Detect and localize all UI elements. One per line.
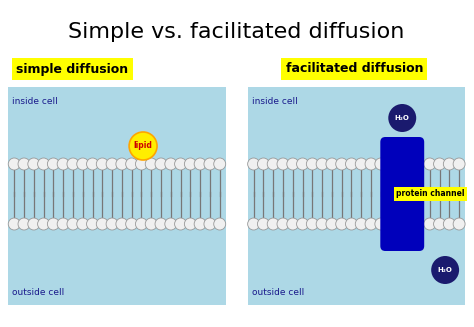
Circle shape: [37, 158, 50, 170]
Circle shape: [346, 158, 357, 170]
Circle shape: [67, 158, 79, 170]
Circle shape: [336, 158, 347, 170]
Circle shape: [165, 158, 177, 170]
Text: inside cell: inside cell: [252, 97, 297, 106]
Circle shape: [287, 218, 299, 230]
Circle shape: [277, 218, 289, 230]
Circle shape: [174, 158, 187, 170]
Text: H₂O: H₂O: [438, 267, 453, 273]
Circle shape: [306, 158, 319, 170]
Bar: [247, 87, 465, 305]
Circle shape: [214, 158, 226, 170]
Circle shape: [431, 256, 459, 284]
Text: simple diffusion: simple diffusion: [16, 62, 128, 76]
Circle shape: [194, 158, 206, 170]
Circle shape: [267, 218, 279, 230]
Circle shape: [204, 158, 216, 170]
Circle shape: [87, 158, 99, 170]
Circle shape: [116, 218, 128, 230]
Circle shape: [77, 218, 89, 230]
Circle shape: [126, 218, 137, 230]
Circle shape: [18, 158, 30, 170]
Circle shape: [388, 104, 416, 132]
Circle shape: [18, 218, 30, 230]
Circle shape: [129, 132, 157, 160]
Text: H₂O: H₂O: [395, 115, 410, 121]
Circle shape: [424, 218, 436, 230]
Circle shape: [346, 218, 357, 230]
Circle shape: [375, 218, 387, 230]
Circle shape: [28, 158, 40, 170]
Circle shape: [37, 218, 50, 230]
Text: facilitated diffusion: facilitated diffusion: [286, 62, 423, 76]
Circle shape: [106, 158, 118, 170]
Circle shape: [165, 218, 177, 230]
Circle shape: [453, 158, 465, 170]
Circle shape: [87, 218, 99, 230]
Circle shape: [306, 218, 319, 230]
Circle shape: [214, 218, 226, 230]
Circle shape: [184, 158, 196, 170]
Circle shape: [204, 218, 216, 230]
Circle shape: [126, 158, 137, 170]
Circle shape: [267, 158, 279, 170]
Circle shape: [28, 218, 40, 230]
Circle shape: [326, 158, 338, 170]
Circle shape: [443, 158, 456, 170]
Circle shape: [424, 158, 436, 170]
Circle shape: [336, 218, 347, 230]
Circle shape: [184, 218, 196, 230]
Circle shape: [8, 158, 20, 170]
Circle shape: [297, 218, 309, 230]
Text: protein channel: protein channel: [396, 190, 465, 198]
Circle shape: [174, 218, 187, 230]
Circle shape: [106, 218, 118, 230]
Circle shape: [316, 218, 328, 230]
Circle shape: [326, 218, 338, 230]
Circle shape: [57, 218, 69, 230]
Circle shape: [145, 158, 157, 170]
Circle shape: [116, 158, 128, 170]
Circle shape: [316, 158, 328, 170]
Text: inside cell: inside cell: [12, 97, 58, 106]
Circle shape: [145, 218, 157, 230]
Circle shape: [8, 218, 20, 230]
Circle shape: [453, 218, 465, 230]
Circle shape: [365, 158, 377, 170]
Circle shape: [96, 158, 108, 170]
Circle shape: [257, 158, 269, 170]
Circle shape: [47, 158, 59, 170]
Circle shape: [434, 218, 446, 230]
Circle shape: [67, 218, 79, 230]
Text: outside cell: outside cell: [252, 288, 304, 297]
Circle shape: [247, 218, 260, 230]
Circle shape: [375, 158, 387, 170]
Circle shape: [434, 158, 446, 170]
Circle shape: [247, 158, 260, 170]
Circle shape: [443, 218, 456, 230]
Circle shape: [356, 158, 367, 170]
Circle shape: [365, 218, 377, 230]
Circle shape: [77, 158, 89, 170]
Text: lipid: lipid: [134, 142, 153, 150]
Circle shape: [297, 158, 309, 170]
Circle shape: [136, 158, 147, 170]
Circle shape: [356, 218, 367, 230]
Bar: [8, 87, 226, 305]
Circle shape: [287, 158, 299, 170]
Text: Simple vs. facilitated diffusion: Simple vs. facilitated diffusion: [68, 22, 405, 42]
Circle shape: [155, 218, 167, 230]
Circle shape: [194, 218, 206, 230]
Circle shape: [136, 218, 147, 230]
Circle shape: [47, 218, 59, 230]
Circle shape: [277, 158, 289, 170]
Circle shape: [57, 158, 69, 170]
Circle shape: [96, 218, 108, 230]
Circle shape: [155, 158, 167, 170]
FancyBboxPatch shape: [380, 137, 424, 251]
Text: outside cell: outside cell: [12, 288, 64, 297]
Circle shape: [257, 218, 269, 230]
